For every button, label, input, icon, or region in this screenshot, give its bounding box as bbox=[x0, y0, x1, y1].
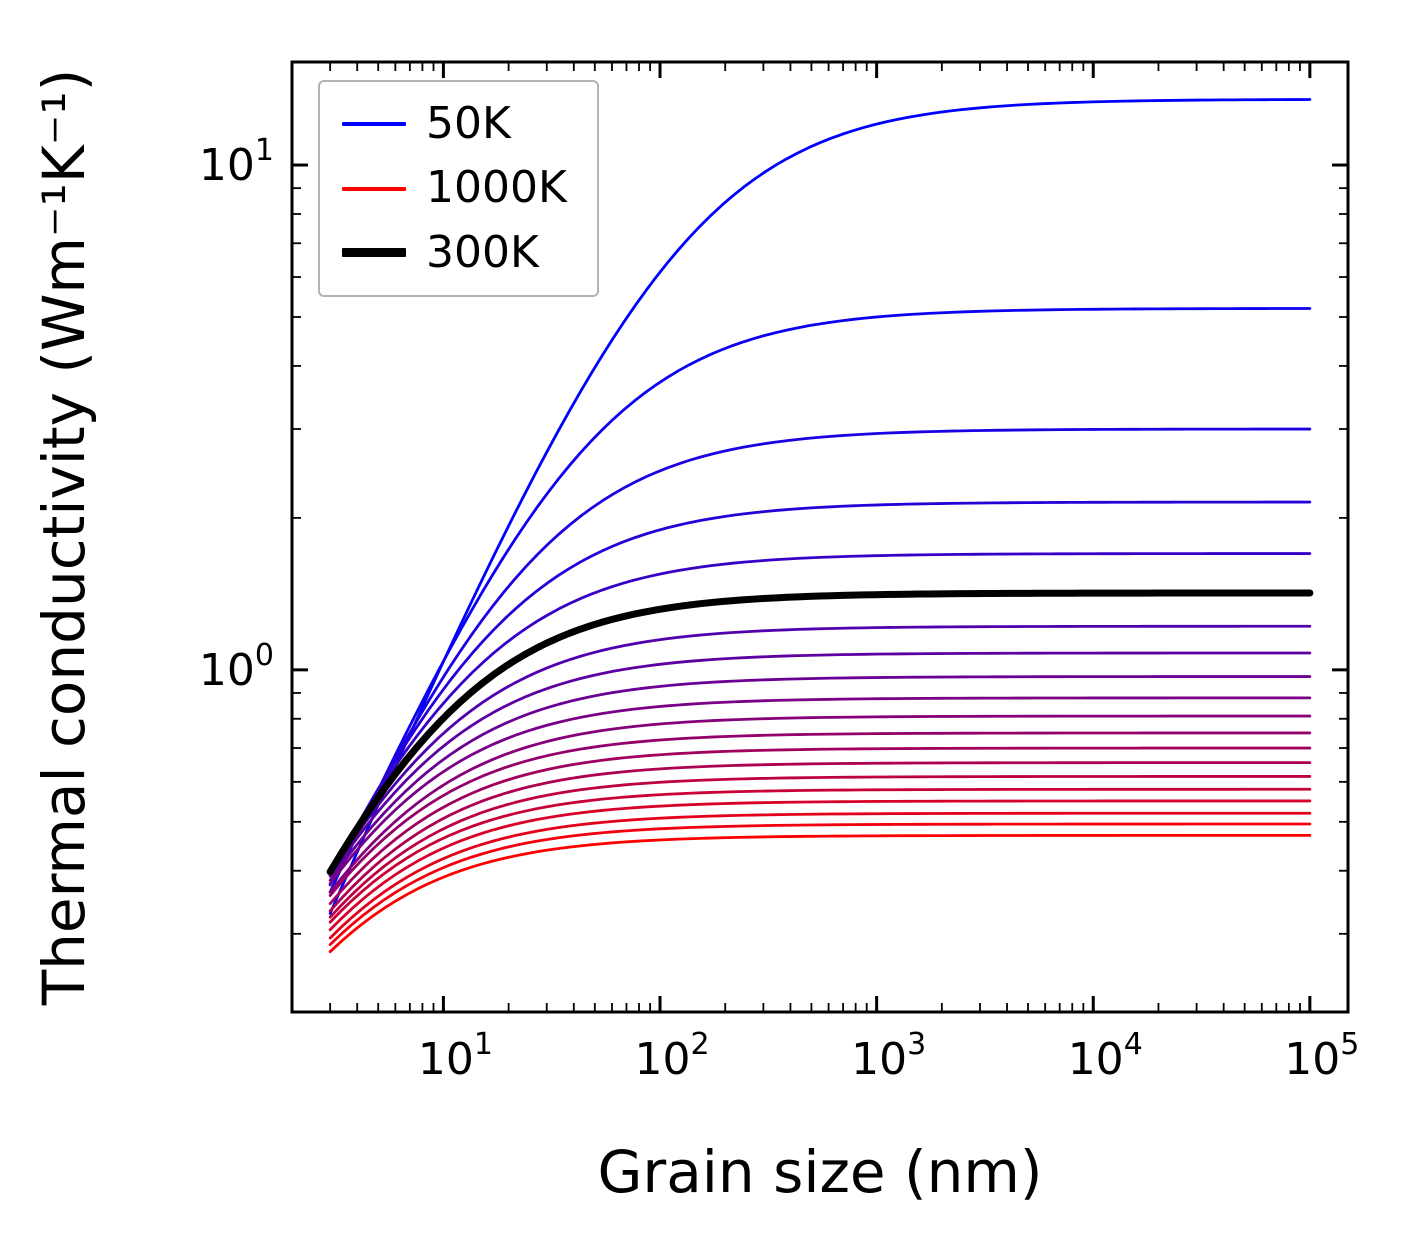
plot-spines bbox=[290, 60, 1350, 1014]
curve-750K bbox=[328, 775, 1312, 919]
curve-950K bbox=[328, 822, 1312, 947]
legend-entry-300k: 300K bbox=[342, 226, 567, 278]
curve-300K bbox=[326, 589, 1314, 876]
curve-50K bbox=[328, 98, 1312, 915]
curve-400K bbox=[328, 651, 1312, 878]
x-tick-label: 104 bbox=[1068, 1027, 1143, 1085]
y-axis-label: Thermal conductivity (Wm⁻¹K⁻¹) bbox=[30, 69, 98, 1007]
curve-group bbox=[326, 98, 1314, 954]
curve-900K bbox=[328, 811, 1312, 940]
curve-500K bbox=[328, 696, 1312, 886]
curve-450K bbox=[328, 675, 1312, 882]
legend-entry-50k: 50K bbox=[342, 98, 567, 149]
curve-1000K bbox=[328, 833, 1312, 954]
y-tick-label: 100 bbox=[199, 638, 274, 696]
legend: 50K 1000K 300K bbox=[318, 80, 599, 298]
legend-entry-1000k: 1000K bbox=[342, 162, 567, 214]
legend-label-50k: 50K bbox=[426, 98, 511, 149]
curve-100K bbox=[328, 307, 1312, 894]
curve-800K bbox=[328, 787, 1312, 924]
curve-650K bbox=[328, 746, 1312, 906]
curve-200K bbox=[328, 500, 1312, 878]
x-tick-label: 105 bbox=[1284, 1027, 1359, 1085]
x-tick-label: 103 bbox=[851, 1027, 926, 1085]
legend-label-1000k: 1000K bbox=[426, 162, 567, 214]
curve-550K bbox=[328, 714, 1312, 894]
legend-line-sample-50k bbox=[342, 122, 406, 127]
curve-700K bbox=[328, 761, 1312, 913]
curve-150K bbox=[328, 427, 1312, 887]
curve-250K bbox=[328, 552, 1312, 873]
legend-line-sample-1000k bbox=[342, 186, 406, 191]
curve-850K bbox=[328, 799, 1312, 932]
y-tick-label: 101 bbox=[199, 133, 274, 191]
legend-label-300k: 300K bbox=[426, 226, 539, 278]
curve-350K bbox=[328, 624, 1312, 876]
x-tick-label: 101 bbox=[418, 1027, 493, 1085]
curve-600K bbox=[328, 731, 1312, 897]
x-axis-label: Grain size (nm) bbox=[597, 1138, 1042, 1206]
x-tick-label: 102 bbox=[634, 1027, 709, 1085]
legend-line-sample-300k bbox=[342, 248, 406, 258]
